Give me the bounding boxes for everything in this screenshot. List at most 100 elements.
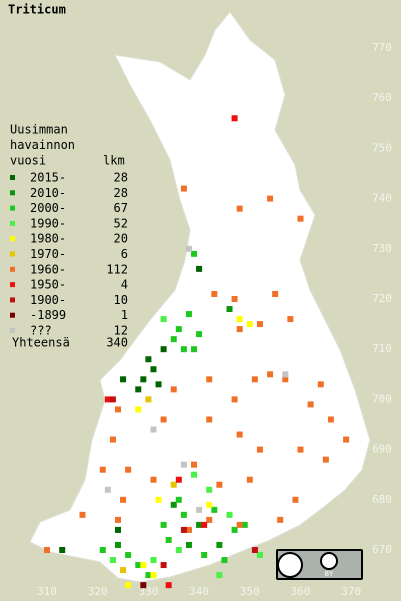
y-tick-label: 720: [372, 292, 392, 305]
y-tick-label: 740: [372, 192, 392, 205]
x-tick-label: 320: [88, 585, 108, 598]
y-tick-label: 770: [372, 41, 392, 54]
observation: [145, 396, 152, 403]
x-tick-label: 330: [138, 585, 158, 598]
y-tick-label: 700: [372, 392, 392, 405]
observation: [145, 572, 152, 579]
observation: [114, 541, 121, 548]
observation: [236, 326, 243, 333]
observation: [140, 562, 147, 569]
legend-swatch: [10, 251, 15, 257]
by-icon: [320, 552, 338, 570]
observation: [231, 396, 238, 403]
observation: [175, 326, 182, 333]
country-outline: [29, 11, 371, 583]
legend-label: 1990-: [30, 216, 66, 230]
observation: [236, 316, 243, 323]
observation: [180, 511, 187, 518]
title: Triticum: [8, 3, 66, 17]
legend-count: 20: [114, 232, 128, 246]
legend-label: 1950-: [30, 278, 66, 292]
observation: [256, 552, 263, 559]
y-tick-label: 680: [372, 493, 392, 506]
legend-swatch: [10, 282, 15, 288]
legend-count: 28: [114, 186, 128, 200]
observation: [211, 506, 218, 513]
observation: [135, 406, 142, 413]
observation: [317, 381, 324, 388]
observation: [160, 416, 167, 423]
legend-label: 1900-: [30, 293, 66, 307]
observation: [191, 471, 198, 478]
observation: [185, 526, 192, 533]
observation: [206, 486, 213, 493]
observation: [180, 346, 187, 353]
y-tick-label: 690: [372, 443, 392, 456]
license-badge: BY: [276, 549, 363, 580]
x-tick-label: 370: [341, 585, 361, 598]
legend-swatch: [10, 175, 15, 180]
observation: [226, 306, 233, 313]
observation: [277, 516, 284, 523]
observation: [160, 521, 167, 528]
observation: [196, 265, 203, 272]
observation: [150, 366, 157, 373]
observation: [201, 521, 208, 528]
observation: [140, 582, 147, 589]
observation: [135, 386, 142, 393]
y-tick-label: 710: [372, 342, 392, 355]
observation: [206, 376, 213, 383]
observation: [191, 250, 198, 257]
observation: [185, 311, 192, 318]
legend-label: 2000-: [30, 201, 66, 215]
observation: [201, 552, 208, 559]
legend-swatch: [10, 312, 15, 318]
y-tick-label: 670: [372, 543, 392, 556]
legend-header: Uusimman: [10, 123, 68, 137]
observation: [170, 501, 177, 508]
observation: [196, 521, 203, 528]
observation: [114, 406, 121, 413]
observation: [150, 426, 157, 433]
observation: [160, 562, 167, 569]
observation: [343, 436, 350, 443]
observation: [99, 547, 106, 553]
observation: [191, 461, 198, 468]
observation: [150, 557, 157, 564]
legend-header: havainnon: [10, 138, 75, 152]
observation: [180, 185, 187, 192]
observation: [216, 541, 223, 548]
legend-label: 1980-: [30, 232, 66, 246]
legend-swatch: [10, 190, 15, 196]
observation: [170, 336, 177, 343]
observation: [175, 547, 182, 553]
legend-header: vuosi: [10, 154, 46, 168]
observation: [206, 501, 213, 508]
observation: [251, 376, 258, 383]
legend-count: 6: [121, 247, 128, 261]
legend-label: ???: [30, 324, 52, 338]
observation: [135, 562, 142, 569]
observation: [120, 496, 127, 503]
observation: [44, 547, 50, 553]
observation: [246, 476, 253, 483]
legend-label: -1899: [30, 308, 66, 322]
legend-count: 67: [114, 201, 128, 215]
legend-swatch: [10, 328, 15, 333]
observation: [221, 557, 228, 564]
observation: [272, 290, 279, 297]
observation: [282, 371, 289, 378]
observation: [79, 511, 86, 518]
observation: [241, 521, 248, 528]
observation: [175, 496, 182, 503]
legend-count-header: lkm: [103, 154, 125, 168]
observation: [236, 521, 243, 528]
observation: [170, 481, 177, 488]
legend-count: 28: [114, 171, 128, 185]
observation: [196, 331, 203, 338]
observation: [145, 356, 152, 363]
legend-count: 12: [114, 324, 128, 338]
observation: [59, 547, 66, 553]
observation: [114, 526, 121, 533]
